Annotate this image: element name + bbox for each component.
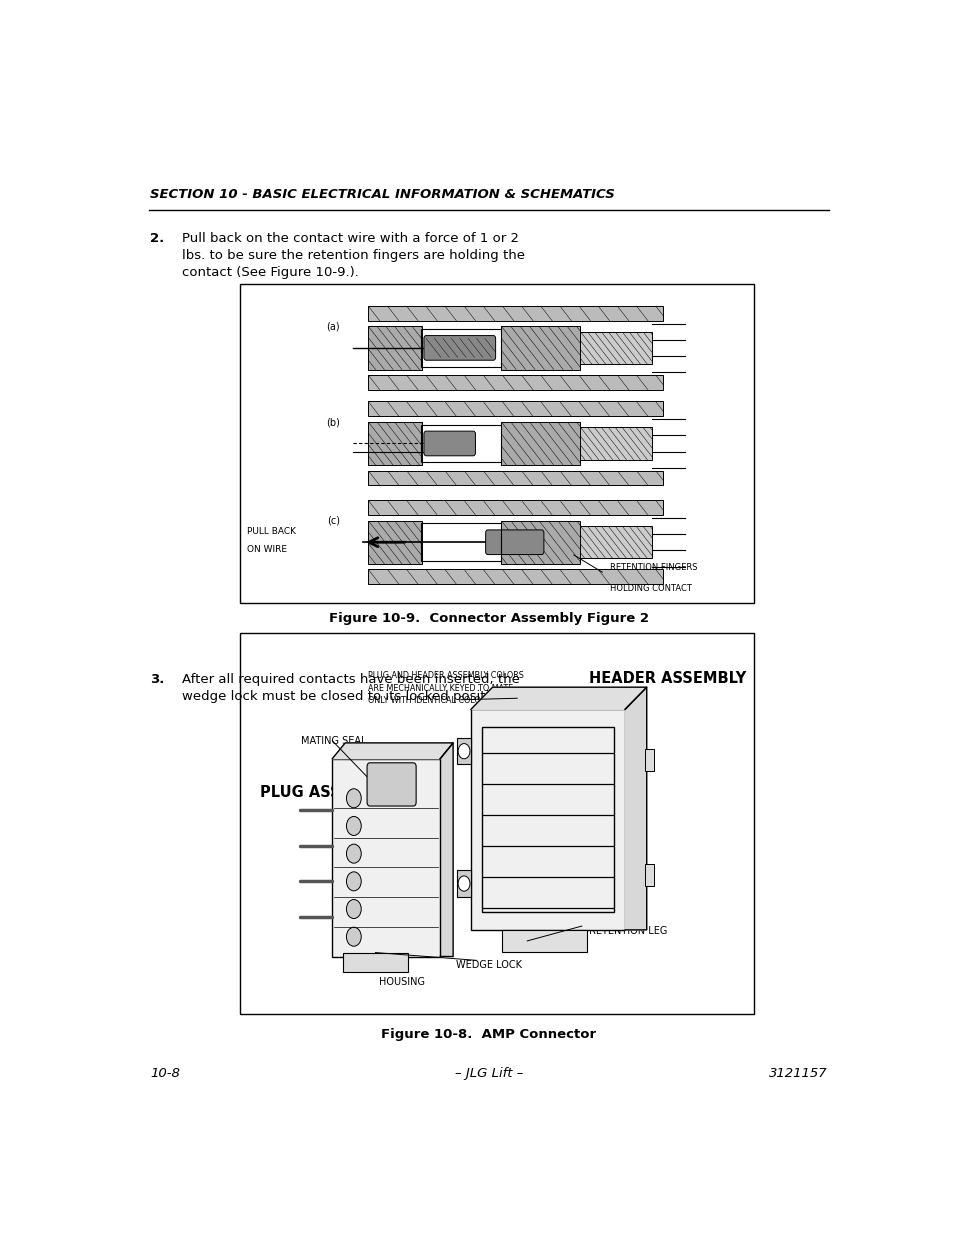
Polygon shape xyxy=(439,743,453,957)
Text: ON WIRE: ON WIRE xyxy=(247,545,287,555)
Polygon shape xyxy=(332,743,453,758)
Text: HEADER ASSEMBLY: HEADER ASSEMBLY xyxy=(589,672,745,687)
Text: PULL BACK: PULL BACK xyxy=(247,526,295,536)
Bar xyxy=(420,524,500,561)
Text: HOUSING: HOUSING xyxy=(378,977,424,988)
Bar xyxy=(422,524,500,561)
Text: After all required contacts have been inserted, the: After all required contacts have been in… xyxy=(182,673,519,687)
Bar xyxy=(368,306,662,321)
Bar xyxy=(368,521,422,564)
Bar xyxy=(368,375,662,390)
Text: RETENTION LEG: RETENTION LEG xyxy=(589,926,667,936)
Bar xyxy=(456,739,471,764)
Bar xyxy=(500,422,579,466)
Circle shape xyxy=(346,872,361,890)
Text: ARE MECHANICALLY KEYED TO MATE: ARE MECHANICALLY KEYED TO MATE xyxy=(368,684,513,693)
Text: MATING SEAL: MATING SEAL xyxy=(301,736,367,746)
Text: wedge lock must be closed to its locked position.: wedge lock must be closed to its locked … xyxy=(182,690,510,703)
Circle shape xyxy=(457,876,470,892)
Bar xyxy=(579,526,652,558)
Text: (c): (c) xyxy=(327,516,339,526)
Bar xyxy=(368,401,662,416)
Bar xyxy=(368,422,422,466)
Bar xyxy=(422,329,500,367)
Bar xyxy=(501,930,586,952)
Text: Pull back on the contact wire with a force of 1 or 2: Pull back on the contact wire with a for… xyxy=(182,232,518,245)
Bar xyxy=(471,709,624,930)
Bar xyxy=(420,425,500,462)
Text: PLUG ASSEMBLY: PLUG ASSEMBLY xyxy=(260,785,394,800)
Text: lbs. to be sure the retention fingers are holding the: lbs. to be sure the retention fingers ar… xyxy=(182,249,524,262)
Circle shape xyxy=(457,743,470,758)
Text: 3121157: 3121157 xyxy=(768,1067,826,1081)
Text: – JLG Lift –: – JLG Lift – xyxy=(455,1067,522,1081)
Bar xyxy=(579,427,652,459)
Bar xyxy=(368,326,422,369)
Bar xyxy=(644,748,653,771)
Bar xyxy=(422,425,500,462)
Bar xyxy=(343,952,407,972)
Bar xyxy=(239,284,753,603)
Text: contact (See Figure 10-9.).: contact (See Figure 10-9.). xyxy=(182,266,358,279)
Bar xyxy=(579,332,652,364)
FancyBboxPatch shape xyxy=(485,530,543,555)
FancyBboxPatch shape xyxy=(423,431,475,456)
Bar xyxy=(420,329,500,367)
Text: 2.: 2. xyxy=(151,232,164,245)
Text: PLUG AND HEADER ASSEMBLY COLORS: PLUG AND HEADER ASSEMBLY COLORS xyxy=(368,672,523,680)
Text: 10-8: 10-8 xyxy=(151,1067,180,1081)
Text: SECTION 10 - BASIC ELECTRICAL INFORMATION & SCHEMATICS: SECTION 10 - BASIC ELECTRICAL INFORMATIO… xyxy=(151,188,615,200)
Circle shape xyxy=(346,789,361,808)
Bar xyxy=(368,471,662,485)
Bar xyxy=(481,727,614,913)
Bar xyxy=(332,758,439,957)
Bar xyxy=(644,863,653,885)
Bar xyxy=(456,871,471,897)
Text: (a): (a) xyxy=(326,321,339,332)
FancyBboxPatch shape xyxy=(367,763,416,806)
Bar xyxy=(239,634,753,1014)
Text: WEDGE LOCK: WEDGE LOCK xyxy=(456,961,521,971)
Bar xyxy=(500,326,579,369)
Text: HOLDING CONTACT: HOLDING CONTACT xyxy=(609,584,691,593)
Circle shape xyxy=(346,927,361,946)
Bar xyxy=(368,569,662,584)
Bar xyxy=(500,521,579,564)
Polygon shape xyxy=(471,687,646,709)
Text: ONLY WITH IDENTICAL COLORS: ONLY WITH IDENTICAL COLORS xyxy=(368,697,491,705)
Text: RETENTION FINGERS: RETENTION FINGERS xyxy=(609,563,697,572)
Text: Figure 10-8.  AMP Connector: Figure 10-8. AMP Connector xyxy=(381,1028,596,1041)
Circle shape xyxy=(346,845,361,863)
Circle shape xyxy=(346,816,361,835)
Text: (b): (b) xyxy=(326,417,339,427)
Polygon shape xyxy=(624,687,646,930)
Text: Figure 10-9.  Connector Assembly Figure 2: Figure 10-9. Connector Assembly Figure 2 xyxy=(329,613,648,625)
Circle shape xyxy=(346,899,361,919)
Text: 3.: 3. xyxy=(151,673,165,687)
Bar xyxy=(368,500,662,515)
FancyBboxPatch shape xyxy=(423,336,496,361)
